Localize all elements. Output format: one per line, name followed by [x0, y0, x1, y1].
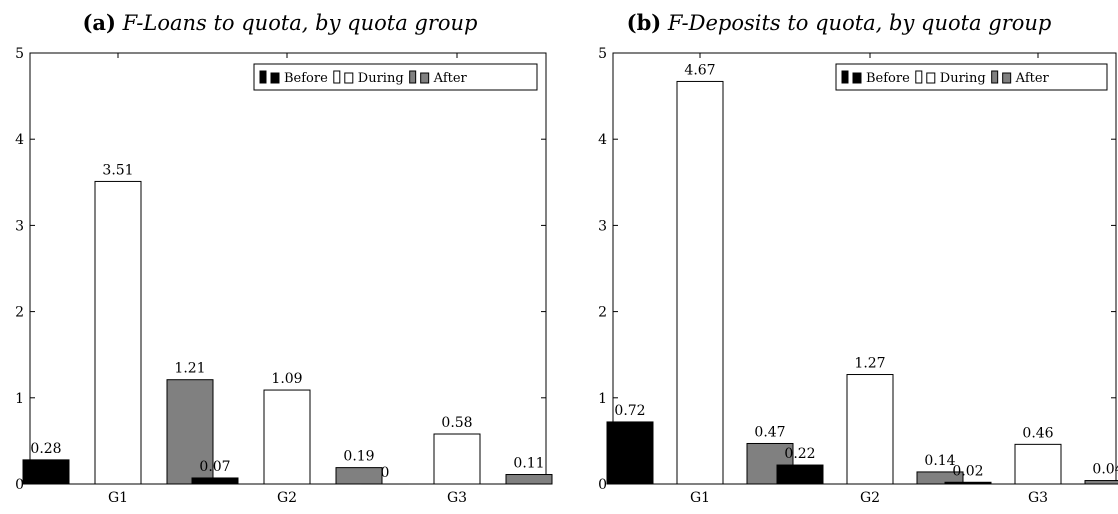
legend-entry-during: During [940, 71, 986, 86]
legend-entry-before: Before [866, 71, 910, 86]
legend-swatch [259, 70, 267, 84]
data-label: 0.02 [952, 463, 983, 479]
legend-swatch [344, 72, 354, 84]
y-tick-label: 5 [15, 46, 24, 62]
bar-before [776, 464, 824, 485]
data-label: 3.51 [102, 162, 133, 178]
chart-panel-b: (b) F-Deposits to quota, by quota group … [560, 0, 1118, 514]
bar-during [846, 374, 894, 485]
legend-entry-during: During [358, 71, 404, 86]
bar-chart-deposits: 0 1 2 3 4 5 G1 0.72 4.67 0.47 G2 0.22 1.27 0.14 G3 0.02… [598, 46, 1118, 506]
legend-entry-before: Before [284, 71, 328, 86]
y-tick-label: 3 [598, 218, 607, 234]
legend-swatch [270, 72, 280, 84]
bar-after [166, 379, 214, 485]
panel-title: F-Deposits to quota, by quota group [667, 11, 1052, 35]
bar-during [263, 389, 311, 485]
x-tick-label: G1 [108, 490, 128, 506]
y-tick-label: 4 [15, 132, 24, 148]
legend-swatch [409, 70, 417, 84]
data-label: 0.47 [754, 424, 785, 440]
data-label: 0.07 [199, 459, 230, 475]
legend-entry-after: After [433, 71, 468, 86]
legend-swatch [852, 72, 862, 84]
data-label: 0.46 [1022, 425, 1053, 441]
x-tick-label: G2 [860, 490, 880, 506]
legend-swatch [841, 70, 849, 84]
panel-label: (b) [626, 10, 662, 35]
chart-panel-a: (a) F-Loans to quota, by quota group 0 1 2… [0, 10, 560, 506]
bar-during [1014, 443, 1062, 485]
bar-before [191, 477, 239, 485]
y-tick-label: 3 [15, 218, 24, 234]
bar-before [22, 459, 70, 485]
data-label: 0.58 [441, 415, 472, 431]
x-tick-label: G3 [447, 490, 467, 506]
bar-after [1084, 480, 1118, 485]
y-tick-label: 5 [598, 46, 607, 62]
data-label: 1.09 [271, 371, 302, 387]
x-tick-label: G1 [690, 490, 710, 506]
legend-swatch [1002, 72, 1012, 84]
bar-before [944, 481, 992, 485]
bar-after [335, 467, 383, 485]
legend-box [253, 63, 538, 91]
legend-entry-after: After [1015, 71, 1050, 86]
y-tick-label: 2 [598, 305, 607, 321]
data-label: 0.14 [924, 453, 955, 469]
bar-during [676, 80, 724, 485]
data-label: 0.22 [784, 446, 815, 462]
legend-box [835, 63, 1108, 91]
chart-title: (a) F-Loans to quota, by quota group [0, 10, 560, 35]
data-label: 0.28 [30, 441, 61, 457]
bar-during [94, 180, 142, 485]
data-label: 0.11 [513, 456, 544, 472]
panel-label: (a) [82, 10, 116, 35]
y-tick-label: 1 [598, 391, 607, 407]
legend-swatch [915, 70, 923, 84]
y-tick-label: 0 [15, 477, 24, 493]
x-tick-label: G2 [277, 490, 297, 506]
bar-during [433, 433, 481, 485]
data-label: 1.21 [174, 361, 205, 377]
legend-swatch [333, 70, 341, 84]
bar-chart-loans: 0 1 2 3 4 5 G1 0.28 3.51 1.21 G2 0.07 1.09 0.19 G3 0 0.5… [15, 46, 553, 506]
chart-title: (b) F-Deposits to quota, by quota group [560, 10, 1118, 35]
y-tick-label: 4 [598, 132, 607, 148]
panel-title: F-Loans to quota, by quota group [122, 11, 478, 35]
data-label: 0.72 [614, 403, 645, 419]
legend-swatch [926, 72, 936, 84]
bar-after [916, 471, 964, 485]
data-label: 4.67 [684, 62, 715, 78]
data-label: 0.04 [1092, 462, 1118, 478]
bar-after [505, 474, 553, 485]
data-label: 0.19 [343, 449, 374, 465]
x-tick-label: G3 [1028, 490, 1048, 506]
y-tick-label: 2 [15, 305, 24, 321]
y-tick-label: 1 [15, 391, 24, 407]
legend: Before During After [253, 63, 538, 91]
y-tick-label: 0 [598, 477, 607, 493]
bar-before [606, 421, 654, 485]
data-label: 1.27 [854, 356, 885, 372]
legend-swatch [420, 72, 430, 84]
data-label: 0 [381, 465, 390, 481]
legend-swatch [991, 70, 999, 84]
legend: Before During After [835, 63, 1108, 91]
